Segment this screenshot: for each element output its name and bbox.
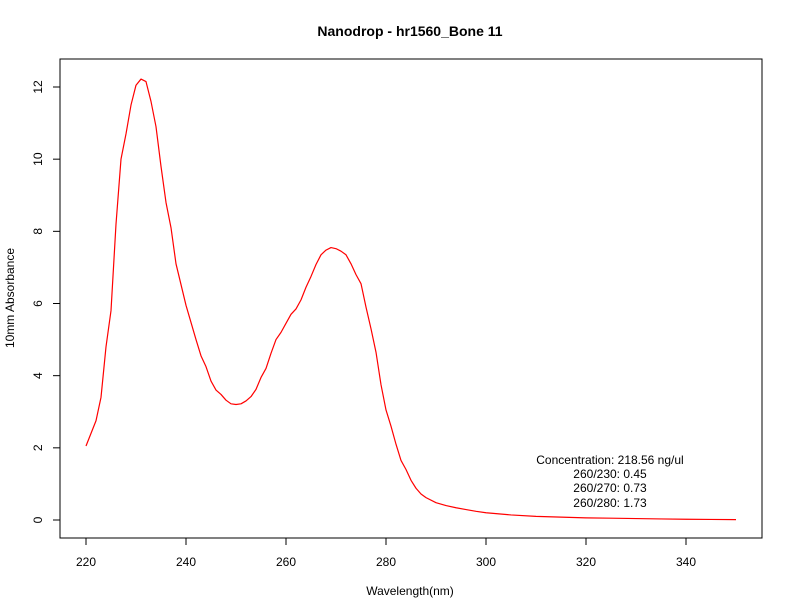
x-tick-label: 260 [276,555,296,569]
x-tick-label: 300 [476,555,496,569]
y-tick-label: 0 [31,516,45,523]
x-tick-label: 240 [176,555,196,569]
y-tick-label: 10 [31,152,45,166]
x-tick-label: 220 [76,555,96,569]
x-tick-label: 340 [676,555,696,569]
y-axis: 0 2 4 6 8 10 12 [31,80,61,523]
y-tick-label: 2 [31,444,45,451]
y-tick-label: 12 [31,80,45,94]
y-tick-label: 6 [31,300,45,307]
y-tick-label: 8 [31,228,45,235]
x-axis: 220 240 260 280 300 320 340 [76,537,696,569]
x-tick-label: 320 [576,555,596,569]
annotation-ratio-260-280: 260/280: 1.73 [573,496,647,510]
chart-title: Nanodrop - hr1560_Bone 11 [317,23,502,39]
y-axis-label: 10mm Absorbance [3,248,17,348]
x-tick-label: 280 [376,555,396,569]
series-layer [85,78,737,521]
concentration-annotation: Concentration: 218.56 ng/ul 260/230: 0.4… [536,453,683,510]
x-axis-label: Wavelength(nm) [366,584,454,598]
y-tick-label: 4 [31,372,45,379]
absorbance-series-line [85,78,737,521]
annotation-concentration: Concentration: 218.56 ng/ul [536,453,683,467]
annotation-ratio-260-270: 260/270: 0.73 [573,481,647,495]
annotation-ratio-260-230: 260/230: 0.45 [573,467,647,481]
